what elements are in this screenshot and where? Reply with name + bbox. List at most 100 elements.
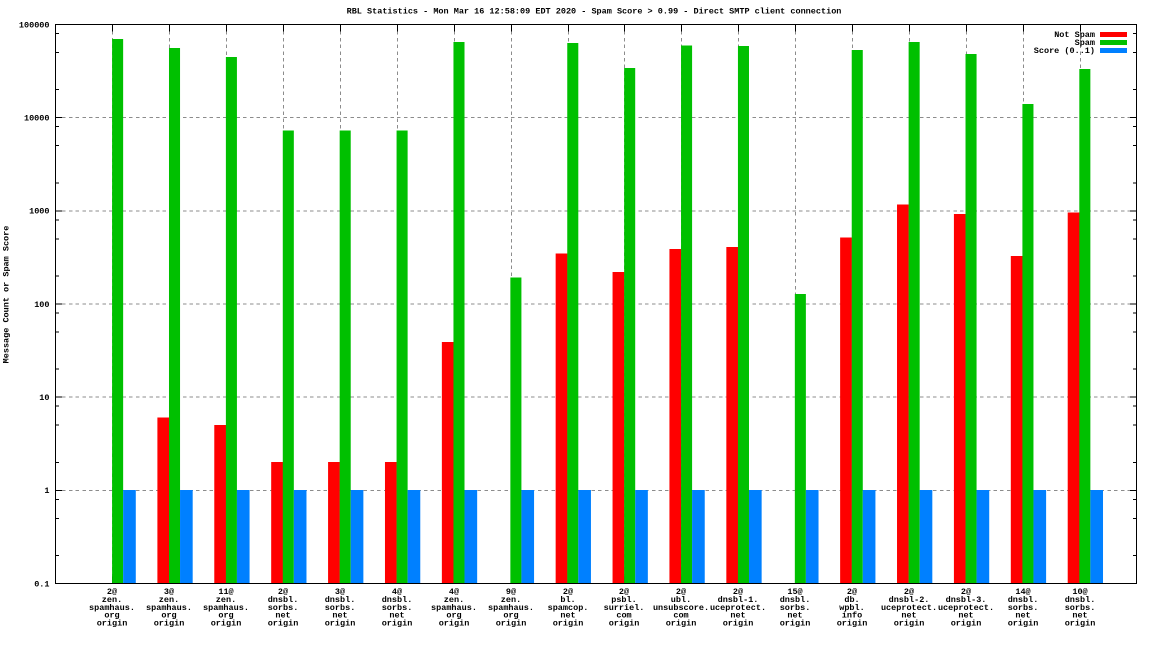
svg-text:2@: 2@ xyxy=(107,587,117,597)
svg-text:sorbs.: sorbs. xyxy=(1065,603,1096,613)
svg-text:spamhaus.: spamhaus. xyxy=(488,603,534,613)
svg-text:net: net xyxy=(730,611,745,621)
svg-text:org: org xyxy=(161,611,176,621)
svg-text:com: com xyxy=(673,611,688,621)
svg-text:spamhaus.: spamhaus. xyxy=(89,603,135,613)
svg-text:origin: origin xyxy=(553,618,584,628)
svg-text:net: net xyxy=(901,611,916,621)
svg-text:surriel.: surriel. xyxy=(604,603,645,613)
svg-text:psbl.: psbl. xyxy=(611,595,637,605)
svg-text:zen.: zen. xyxy=(444,595,464,605)
svg-text:10: 10 xyxy=(39,393,49,403)
svg-text:spamcop.: spamcop. xyxy=(548,603,589,613)
svg-text:4@: 4@ xyxy=(392,587,402,597)
svg-text:net: net xyxy=(332,611,347,621)
svg-text:origin: origin xyxy=(154,618,185,628)
svg-text:origin: origin xyxy=(211,618,242,628)
svg-text:unsubscore.: unsubscore. xyxy=(653,603,709,613)
svg-text:2@: 2@ xyxy=(847,587,857,597)
svg-text:origin: origin xyxy=(609,618,640,628)
svg-text:2@: 2@ xyxy=(733,587,743,597)
svg-text:Message Count or Spam Score: Message Count or Spam Score xyxy=(2,226,12,364)
svg-text:Spam: Spam xyxy=(1075,38,1095,48)
svg-text:dnsbl.: dnsbl. xyxy=(325,595,356,605)
svg-text:spamhaus.: spamhaus. xyxy=(431,603,477,613)
svg-text:2@: 2@ xyxy=(676,587,686,597)
svg-text:4@: 4@ xyxy=(449,587,459,597)
svg-text:Not Spam: Not Spam xyxy=(1054,30,1095,40)
svg-text:100000: 100000 xyxy=(19,20,50,30)
svg-text:14@: 14@ xyxy=(1015,587,1030,597)
svg-text:zen.: zen. xyxy=(159,595,179,605)
svg-text:RBL Statistics - Mon Mar 16 12: RBL Statistics - Mon Mar 16 12:58:09 EDT… xyxy=(347,6,842,16)
svg-text:Score (0..1): Score (0..1) xyxy=(1034,46,1095,56)
svg-text:origin: origin xyxy=(496,618,527,628)
svg-text:dnsbl.: dnsbl. xyxy=(382,595,413,605)
svg-text:10@: 10@ xyxy=(1072,587,1087,597)
svg-text:wpbl.: wpbl. xyxy=(839,603,865,613)
svg-text:sorbs.: sorbs. xyxy=(780,603,811,613)
svg-text:sorbs.: sorbs. xyxy=(1008,603,1039,613)
svg-text:15@: 15@ xyxy=(787,587,802,597)
svg-text:net: net xyxy=(958,611,973,621)
svg-text:origin: origin xyxy=(837,618,868,628)
svg-text:zen.: zen. xyxy=(102,595,122,605)
svg-text:origin: origin xyxy=(780,618,811,628)
svg-text:spamhaus.: spamhaus. xyxy=(203,603,249,613)
svg-text:sorbs.: sorbs. xyxy=(268,603,299,613)
svg-text:2@: 2@ xyxy=(961,587,971,597)
svg-text:dnsbl-1.: dnsbl-1. xyxy=(718,595,759,605)
svg-text:net: net xyxy=(275,611,290,621)
svg-text:origin: origin xyxy=(325,618,356,628)
svg-text:11@: 11@ xyxy=(218,587,233,597)
svg-text:org: org xyxy=(104,611,119,621)
svg-text:uceprotect.: uceprotect. xyxy=(881,603,937,613)
svg-text:dnsbl-2.: dnsbl-2. xyxy=(889,595,930,605)
svg-text:bl.: bl. xyxy=(560,595,575,605)
svg-text:net: net xyxy=(560,611,575,621)
svg-text:dnsbl.: dnsbl. xyxy=(268,595,299,605)
svg-text:com: com xyxy=(616,611,631,621)
svg-text:origin: origin xyxy=(723,618,754,628)
svg-text:1000: 1000 xyxy=(29,207,49,217)
svg-text:dnsbl.: dnsbl. xyxy=(1065,595,1096,605)
svg-text:org: org xyxy=(446,611,461,621)
svg-text:dnsbl.: dnsbl. xyxy=(1008,595,1039,605)
svg-text:org: org xyxy=(218,611,233,621)
svg-text:dnsbl.: dnsbl. xyxy=(780,595,811,605)
svg-text:org: org xyxy=(503,611,518,621)
svg-text:net: net xyxy=(787,611,802,621)
svg-text:2@: 2@ xyxy=(904,587,914,597)
svg-text:zen.: zen. xyxy=(216,595,236,605)
svg-text:ubl.: ubl. xyxy=(671,595,691,605)
svg-text:origin: origin xyxy=(1008,618,1039,628)
svg-text:1: 1 xyxy=(44,486,49,496)
svg-text:origin: origin xyxy=(666,618,697,628)
svg-text:10000: 10000 xyxy=(24,114,50,124)
svg-text:0.1: 0.1 xyxy=(34,579,49,589)
svg-text:spamhaus.: spamhaus. xyxy=(146,603,192,613)
svg-text:origin: origin xyxy=(951,618,982,628)
svg-text:origin: origin xyxy=(268,618,299,628)
svg-text:zen.: zen. xyxy=(501,595,521,605)
svg-text:dnsbl-3.: dnsbl-3. xyxy=(946,595,987,605)
svg-text:uceprotect.: uceprotect. xyxy=(710,603,766,613)
svg-text:100: 100 xyxy=(34,300,49,310)
svg-text:2@: 2@ xyxy=(619,587,629,597)
svg-text:net: net xyxy=(389,611,404,621)
svg-text:2@: 2@ xyxy=(563,587,573,597)
svg-text:origin: origin xyxy=(1065,618,1096,628)
svg-text:uceprotect.: uceprotect. xyxy=(938,603,994,613)
svg-text:origin: origin xyxy=(382,618,413,628)
svg-text:sorbs.: sorbs. xyxy=(382,603,413,613)
svg-text:origin: origin xyxy=(894,618,925,628)
svg-text:net: net xyxy=(1072,611,1087,621)
svg-text:sorbs.: sorbs. xyxy=(325,603,356,613)
svg-text:2@: 2@ xyxy=(278,587,288,597)
svg-text:3@: 3@ xyxy=(335,587,345,597)
svg-text:9@: 9@ xyxy=(506,587,516,597)
svg-text:origin: origin xyxy=(97,618,128,628)
svg-text:origin: origin xyxy=(439,618,470,628)
svg-text:net: net xyxy=(1015,611,1030,621)
svg-text:3@: 3@ xyxy=(164,587,174,597)
